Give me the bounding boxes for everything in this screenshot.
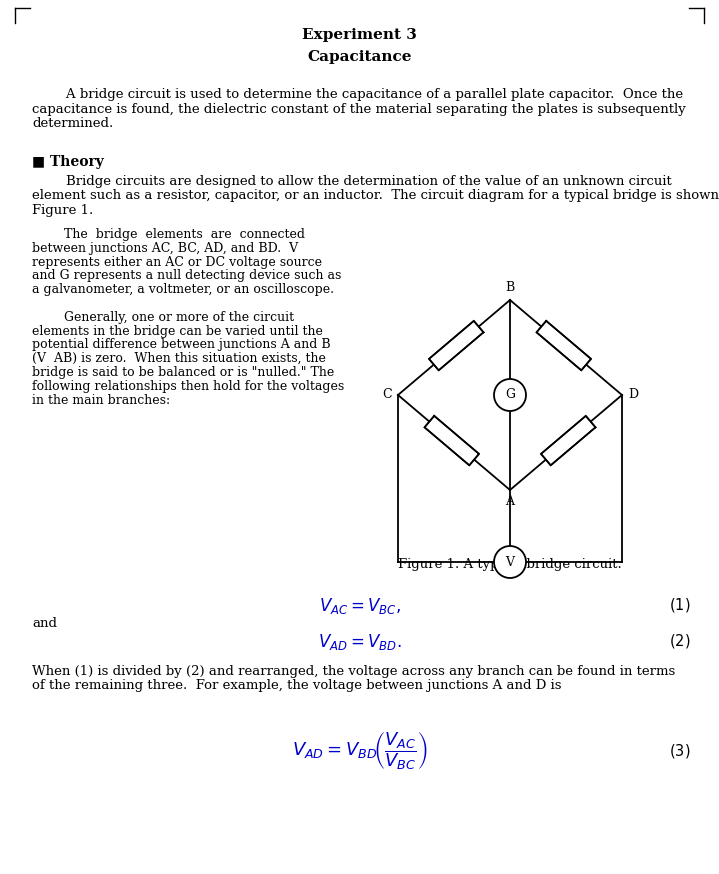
Circle shape: [494, 379, 526, 411]
Text: $(3)$: $(3)$: [669, 742, 690, 760]
Text: The  bridge  elements  are  connected: The bridge elements are connected: [32, 228, 305, 241]
Text: element such as a resistor, capacitor, or an inductor.  The circuit diagram for : element such as a resistor, capacitor, o…: [32, 190, 719, 203]
Text: $\mathit{V}_{AD}=\mathit{V}_{BD}.$: $\mathit{V}_{AD}=\mathit{V}_{BD}.$: [319, 632, 402, 652]
Text: $\mathit{V}_{AD}=\mathit{V}_{BD}\!\left(\dfrac{\mathit{V}_{AC}}{\mathit{V}_{BC}}: $\mathit{V}_{AD}=\mathit{V}_{BD}\!\left(…: [293, 730, 428, 772]
Text: following relationships then hold for the voltages: following relationships then hold for th…: [32, 380, 344, 392]
Text: Capacitance: Capacitance: [307, 50, 412, 64]
Text: capacitance is found, the dielectric constant of the material separating the pla: capacitance is found, the dielectric con…: [32, 102, 686, 115]
Text: B: B: [505, 281, 515, 294]
Text: determined.: determined.: [32, 117, 114, 130]
Text: G: G: [505, 389, 515, 401]
Text: $(2)$: $(2)$: [669, 632, 690, 650]
Text: V: V: [505, 556, 515, 568]
Text: Generally, one or more of the circuit: Generally, one or more of the circuit: [32, 311, 294, 323]
Text: Bridge circuits are designed to allow the determination of the value of an unkno: Bridge circuits are designed to allow th…: [32, 175, 672, 188]
Text: $(1)$: $(1)$: [669, 596, 690, 614]
Text: Figure 1.: Figure 1.: [32, 204, 93, 217]
Text: Experiment 3: Experiment 3: [302, 28, 417, 42]
Polygon shape: [536, 321, 591, 371]
Text: between junctions AC, BC, AD, and BD.  V: between junctions AC, BC, AD, and BD. V: [32, 242, 298, 255]
Text: When (1) is divided by (2) and rearranged, the voltage across any branch can be : When (1) is divided by (2) and rearrange…: [32, 665, 675, 678]
Text: of the remaining three.  For example, the voltage between junctions A and D is: of the remaining three. For example, the…: [32, 679, 562, 692]
Text: bridge is said to be balanced or is "nulled." The: bridge is said to be balanced or is "nul…: [32, 366, 334, 379]
Text: $\mathit{V}_{AC}=\mathit{V}_{BC},$: $\mathit{V}_{AC}=\mathit{V}_{BC},$: [319, 596, 401, 616]
Text: Figure 1. A typical bridge circuit.: Figure 1. A typical bridge circuit.: [398, 558, 622, 571]
Text: C: C: [383, 389, 392, 401]
Text: represents either an AC or DC voltage source: represents either an AC or DC voltage so…: [32, 255, 322, 268]
Text: and G represents a null detecting device such as: and G represents a null detecting device…: [32, 269, 342, 282]
Polygon shape: [424, 416, 479, 465]
Circle shape: [494, 546, 526, 578]
Polygon shape: [541, 416, 595, 465]
Text: D: D: [628, 389, 638, 401]
Polygon shape: [429, 321, 483, 371]
Text: a galvanometer, a voltmeter, or an oscilloscope.: a galvanometer, a voltmeter, or an oscil…: [32, 283, 338, 296]
Text: potential difference between junctions A and B: potential difference between junctions A…: [32, 338, 331, 351]
Text: A bridge circuit is used to determine the capacitance of a parallel plate capaci: A bridge circuit is used to determine th…: [32, 88, 683, 101]
Text: A: A: [505, 495, 515, 508]
Text: elements in the bridge can be varied until the: elements in the bridge can be varied unt…: [32, 324, 323, 337]
Text: ■ Theory: ■ Theory: [32, 155, 104, 169]
Text: in the main branches:: in the main branches:: [32, 393, 170, 406]
Text: and: and: [32, 617, 57, 630]
Text: (V  AB) is zero.  When this situation exists, the: (V AB) is zero. When this situation exis…: [32, 352, 326, 365]
